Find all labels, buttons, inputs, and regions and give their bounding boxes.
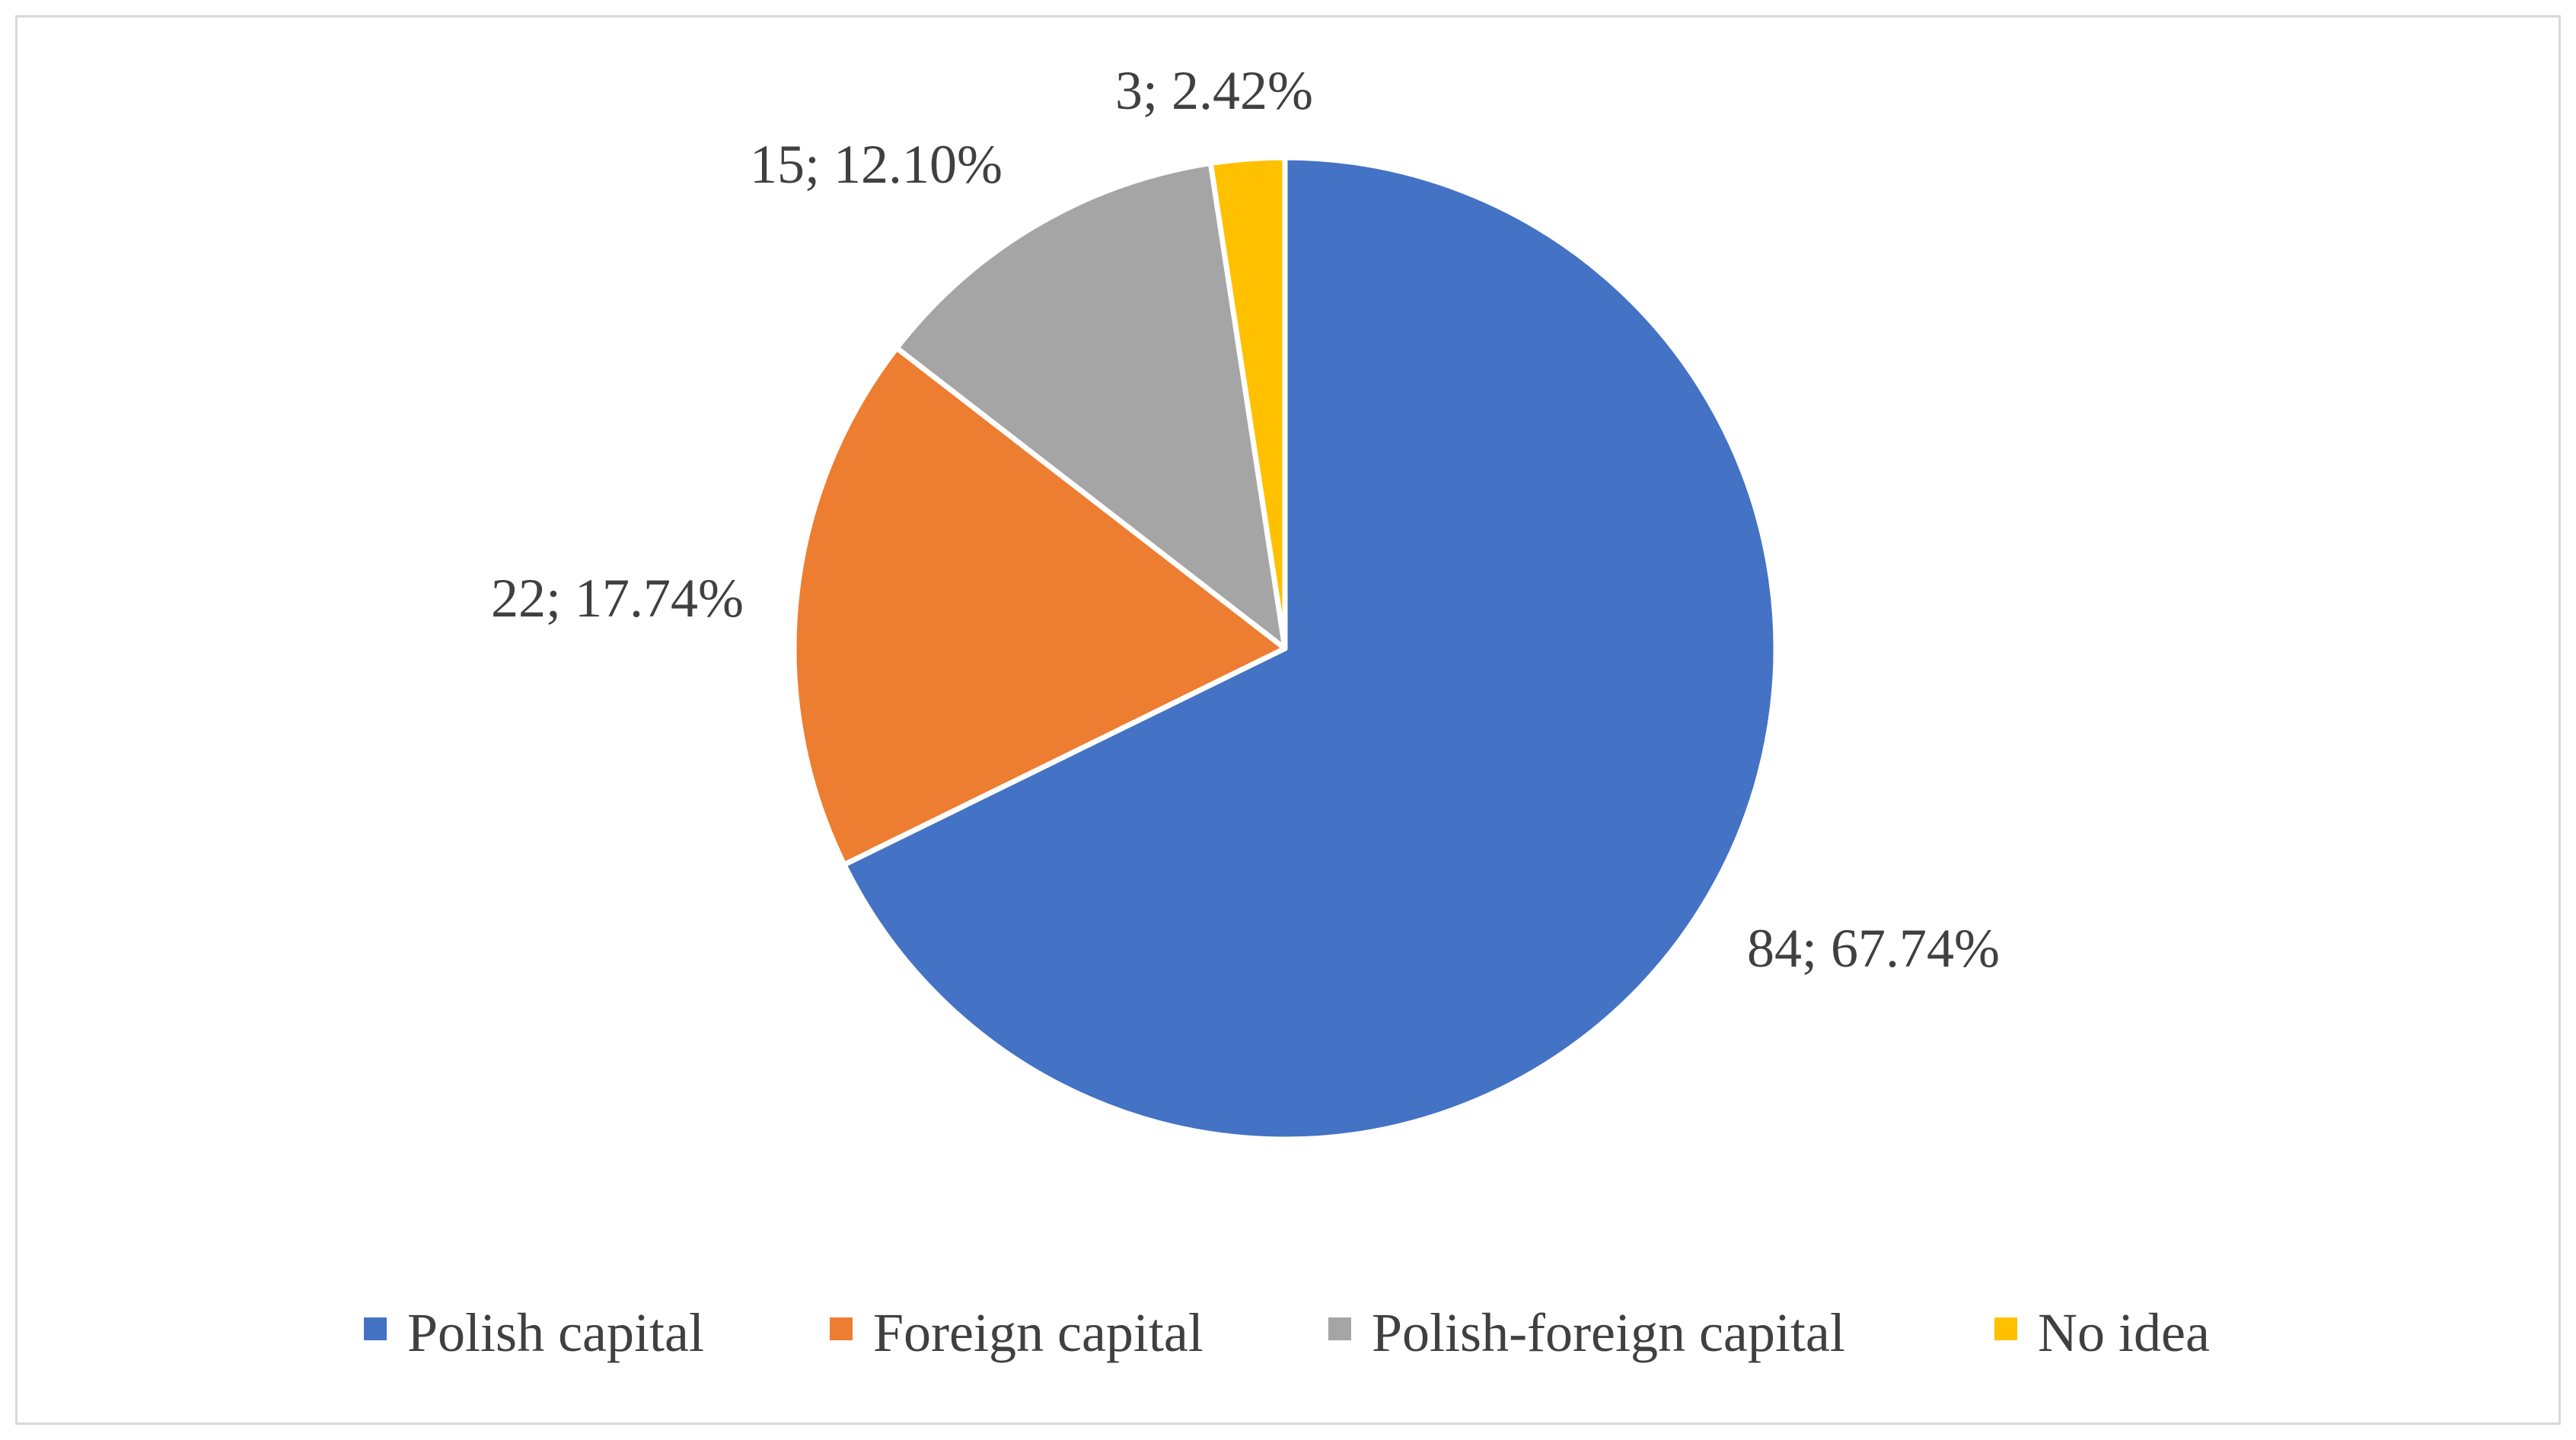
legend-swatch-foreign-capital [830,1317,853,1340]
legend-label-foreign-capital: Foreign capital [873,1302,1204,1363]
pie-slice-polish-foreign-capital [894,160,1288,652]
data-label-polish-capital: 84; 67.74% [1747,918,2000,979]
legend-item-no-idea: No idea [1994,1302,2210,1363]
pie-slice-foreign-capital [791,345,1288,868]
legend-item-polish-foreign-capital: Polish-foreign capital [1328,1302,1845,1363]
legend-swatch-polish-foreign-capital [1328,1317,1351,1340]
legend-item-polish-capital: Polish capital [364,1302,704,1363]
legend: Polish capital Foreign capital Polish-fo… [364,1302,2210,1363]
legend-item-foreign-capital: Foreign capital [830,1302,1204,1363]
legend-label-no-idea: No idea [2038,1302,2210,1363]
legend-label-polish-foreign-capital: Polish-foreign capital [1372,1302,1845,1363]
legend-swatch-no-idea [1994,1317,2017,1340]
data-label-polish-foreign-capital: 15; 12.10% [750,134,1003,195]
pie-slice-polish-capital [841,155,1779,1142]
pie-slices [791,155,1779,1142]
pie-slice-no-idea [1207,155,1288,652]
legend-swatch-polish-capital [364,1317,387,1340]
data-label-no-idea: 3; 2.42% [1115,60,1313,121]
data-label-foreign-capital: 22; 17.74% [491,568,744,629]
legend-label-polish-capital: Polish capital [407,1302,704,1363]
